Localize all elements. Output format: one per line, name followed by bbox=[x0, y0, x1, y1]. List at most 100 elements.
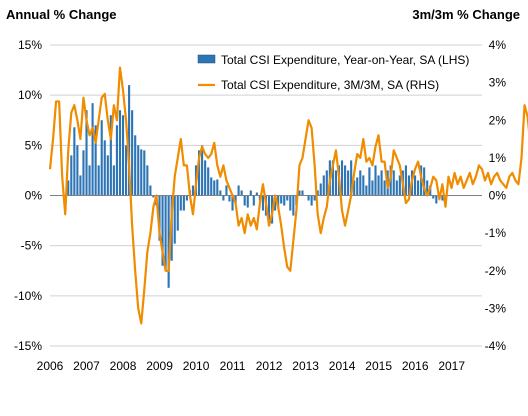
bar bbox=[131, 110, 134, 196]
bar bbox=[207, 167, 210, 196]
bar bbox=[280, 195, 283, 204]
bar bbox=[118, 110, 122, 196]
bar bbox=[404, 165, 407, 196]
bar bbox=[82, 150, 85, 196]
right-tick-label: 0% bbox=[489, 189, 507, 203]
left-tick-label: -10% bbox=[14, 289, 42, 303]
x-tick-label: 2015 bbox=[365, 359, 392, 373]
bar bbox=[85, 110, 88, 196]
bar bbox=[310, 195, 313, 206]
bar bbox=[210, 177, 213, 196]
bar bbox=[67, 180, 70, 196]
bar bbox=[441, 195, 444, 201]
bar bbox=[274, 195, 277, 211]
bar bbox=[243, 195, 246, 206]
bar bbox=[319, 183, 322, 196]
bar bbox=[146, 165, 149, 196]
bar bbox=[79, 175, 82, 196]
bar bbox=[392, 170, 395, 196]
right-tick-label: -1% bbox=[485, 226, 507, 240]
bar bbox=[143, 150, 146, 196]
legend-bar-swatch bbox=[197, 54, 216, 64]
bar bbox=[298, 190, 301, 196]
bar bbox=[128, 85, 131, 196]
bar bbox=[267, 195, 271, 226]
bar bbox=[356, 177, 359, 196]
bar bbox=[289, 195, 292, 211]
bar bbox=[204, 160, 207, 196]
x-tick-label: 2017 bbox=[438, 359, 465, 373]
bar bbox=[109, 115, 112, 196]
bar bbox=[383, 180, 386, 196]
right-tick-label: 2% bbox=[489, 113, 507, 127]
bar bbox=[225, 185, 228, 196]
bar bbox=[362, 175, 365, 196]
bar bbox=[240, 190, 243, 196]
bar bbox=[88, 165, 91, 196]
x-tick-label: 2008 bbox=[110, 359, 137, 373]
bar bbox=[103, 140, 106, 196]
bar bbox=[374, 165, 377, 196]
bar bbox=[417, 180, 420, 196]
bar bbox=[313, 195, 316, 201]
x-tick-label: 2012 bbox=[256, 359, 283, 373]
bar bbox=[307, 195, 310, 201]
bar bbox=[398, 175, 401, 196]
left-tick-label: 5% bbox=[25, 138, 43, 152]
bar bbox=[353, 180, 356, 196]
bar bbox=[325, 170, 328, 196]
bar bbox=[106, 155, 109, 196]
bar bbox=[432, 195, 435, 199]
bar bbox=[395, 180, 398, 196]
bar bbox=[112, 165, 115, 196]
x-tick-label: 2011 bbox=[220, 359, 246, 373]
bar bbox=[322, 175, 325, 196]
bar bbox=[377, 175, 380, 196]
left-tick-label: -15% bbox=[14, 339, 42, 353]
bar bbox=[167, 195, 170, 288]
bar bbox=[347, 170, 350, 196]
bar bbox=[255, 192, 258, 196]
bar bbox=[435, 195, 438, 204]
x-axis-ticks: 2006 2007 2008 2009 2010 2011 2012 2013 2014 2015… bbox=[37, 359, 466, 373]
bar bbox=[216, 179, 219, 196]
bar bbox=[252, 195, 255, 206]
bar bbox=[198, 150, 201, 196]
bar bbox=[76, 145, 79, 196]
bar bbox=[365, 185, 368, 196]
bar bbox=[158, 195, 161, 241]
bar bbox=[219, 190, 222, 196]
left-tick-label: -5% bbox=[21, 239, 43, 253]
bar bbox=[201, 145, 204, 196]
bar bbox=[371, 180, 374, 196]
bar bbox=[380, 170, 383, 196]
x-tick-label: 2010 bbox=[183, 359, 210, 373]
legend: Total CSI Expenditure, Year-on-Year, SA … bbox=[197, 53, 469, 92]
bar bbox=[124, 145, 128, 196]
bar bbox=[344, 165, 347, 196]
bar bbox=[73, 127, 76, 196]
x-tick-label: 2016 bbox=[402, 359, 429, 373]
x-tick-label: 2006 bbox=[37, 359, 64, 373]
right-tick-label: -4% bbox=[485, 339, 507, 353]
bar bbox=[340, 160, 344, 196]
left-tick-label: 10% bbox=[18, 88, 42, 102]
bar bbox=[173, 195, 176, 244]
bar bbox=[149, 185, 152, 196]
left-tick-label: 0% bbox=[25, 189, 43, 203]
bar bbox=[261, 195, 265, 211]
bar bbox=[100, 120, 103, 196]
bar bbox=[359, 170, 362, 196]
bar bbox=[331, 160, 334, 196]
bar bbox=[134, 135, 137, 196]
bar bbox=[176, 195, 179, 231]
bar bbox=[140, 149, 143, 196]
x-tick-label: 2014 bbox=[329, 359, 356, 373]
x-tick-label: 2007 bbox=[73, 359, 100, 373]
bar bbox=[121, 115, 125, 196]
bar bbox=[423, 167, 426, 196]
bar bbox=[185, 195, 188, 201]
bar bbox=[292, 195, 295, 216]
x-tick-label: 2009 bbox=[146, 359, 173, 373]
right-axis-title: 3m/3m % Change bbox=[412, 7, 520, 22]
